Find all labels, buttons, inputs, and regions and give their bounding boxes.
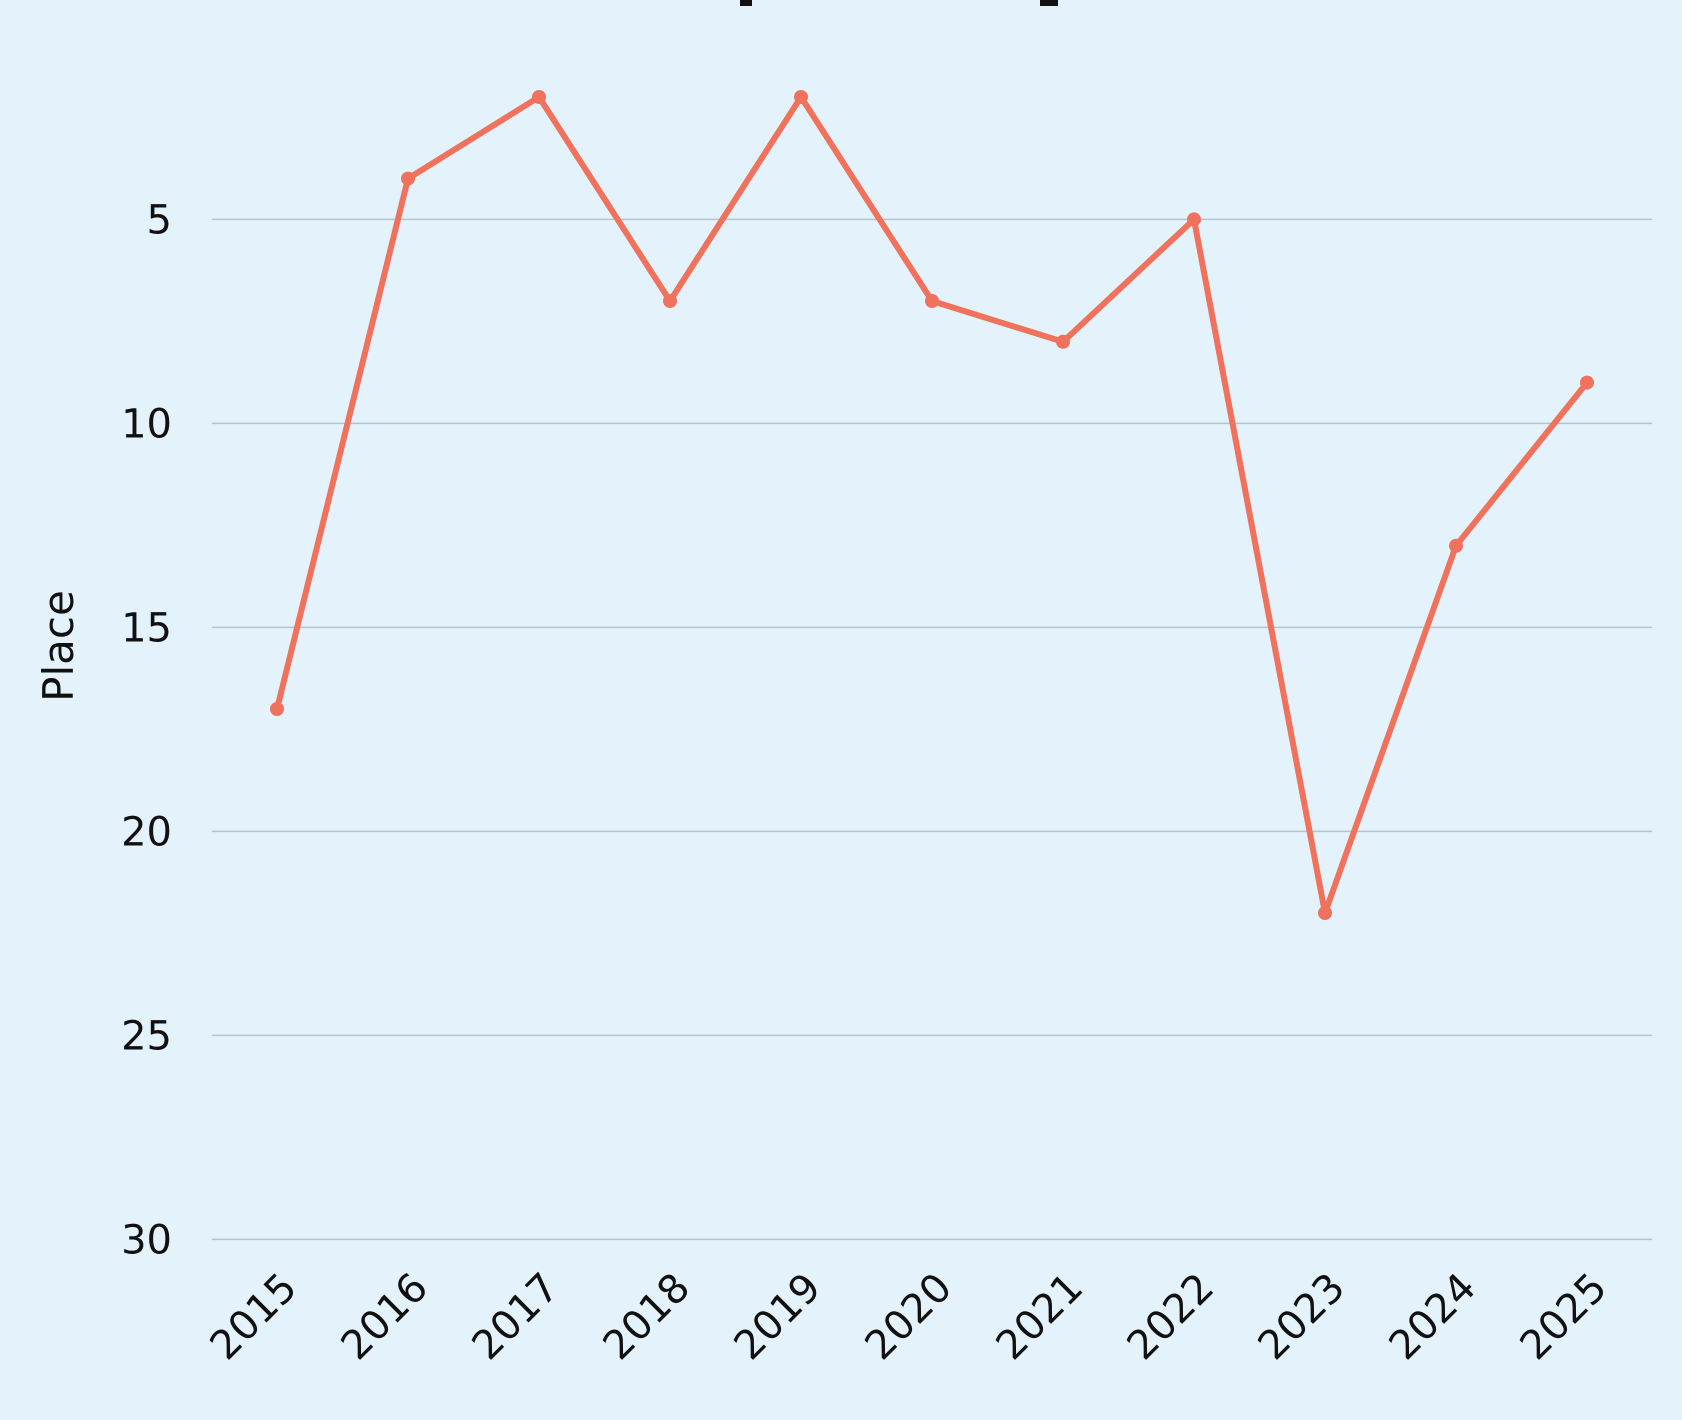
y-tick-label: 10 xyxy=(121,401,172,447)
data-point xyxy=(1580,375,1594,390)
y-tick-label: 5 xyxy=(147,197,172,243)
y-tick-label: 30 xyxy=(121,1217,172,1263)
series-group xyxy=(270,90,1594,920)
data-point xyxy=(1056,334,1070,349)
clipped-title-fragment xyxy=(740,0,1058,6)
y-axis-title: Place xyxy=(34,590,83,702)
data-point xyxy=(1187,212,1201,227)
data-point xyxy=(532,90,546,104)
y-tick-label: 15 xyxy=(121,605,172,651)
grid-lines xyxy=(212,218,1652,1241)
data-point xyxy=(1449,538,1463,553)
data-point xyxy=(794,90,808,104)
y-tick-label: 25 xyxy=(121,1013,172,1059)
y-tick-label: 20 xyxy=(121,809,172,855)
y-axis-ticks: 5 10 15 20 25 30 xyxy=(121,197,172,1263)
data-point xyxy=(270,702,284,716)
data-point xyxy=(401,171,415,186)
data-point xyxy=(1318,906,1332,920)
data-point xyxy=(925,294,939,308)
data-point xyxy=(663,294,677,308)
